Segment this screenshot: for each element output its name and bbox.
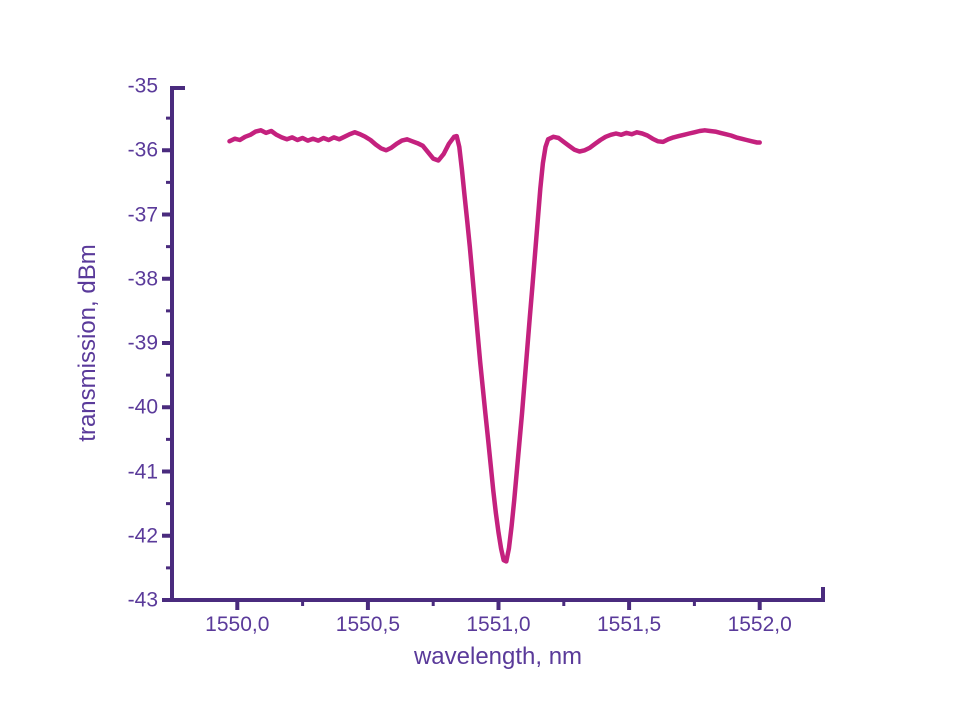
- y-axis-title: transmission, dBm: [74, 244, 101, 442]
- x-tick-label: 1550,5: [335, 613, 401, 636]
- x-tick-label: 1550,0: [205, 613, 270, 636]
- y-tick-label: -39: [127, 331, 158, 355]
- y-tick-label: -35: [127, 74, 158, 98]
- y-tick-label: -41: [127, 460, 158, 483]
- x-tick-label: 1551,0: [466, 613, 531, 636]
- x-tick-label: 1552,0: [727, 613, 792, 636]
- y-tick-label: -40: [127, 395, 158, 419]
- y-tick-label: -38: [127, 267, 158, 291]
- transmission-curve: [227, 128, 762, 564]
- y-tick-label: -43: [127, 588, 158, 612]
- x-axis-title: wavelength, nm: [413, 643, 583, 670]
- y-tick-label: -37: [127, 203, 158, 226]
- series-transmission: [227, 128, 762, 564]
- axes: [162, 86, 825, 610]
- y-tick-label: -42: [127, 524, 158, 548]
- x-tick-label: 1551,5: [596, 613, 662, 636]
- y-tick-label: -36: [127, 138, 158, 162]
